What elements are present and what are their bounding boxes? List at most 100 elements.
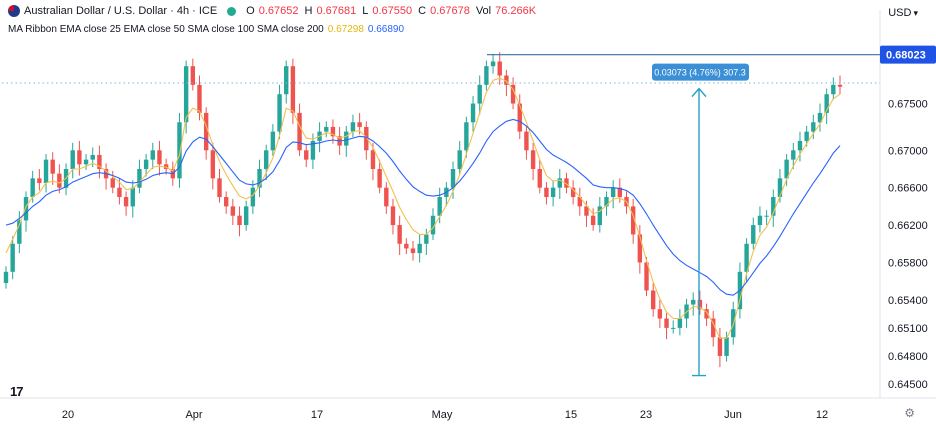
candle-body[interactable] (817, 112, 823, 123)
candle-body[interactable] (23, 197, 29, 221)
candle-body[interactable] (630, 206, 636, 235)
candle-body[interactable] (697, 299, 703, 310)
candle-body[interactable] (330, 126, 336, 137)
candle-body[interactable] (50, 159, 55, 174)
candle-body[interactable] (344, 131, 349, 146)
candle-body[interactable] (310, 140, 316, 160)
candle-body[interactable] (304, 150, 309, 160)
candle-body[interactable] (237, 215, 242, 226)
candle-body[interactable] (450, 168, 456, 188)
candle-body[interactable] (83, 159, 89, 165)
candle-body[interactable] (650, 290, 656, 310)
candle-body[interactable] (97, 154, 102, 169)
candle-body[interactable] (584, 206, 589, 216)
candle-body[interactable] (277, 94, 282, 132)
candle-body[interactable] (470, 103, 476, 123)
candle-body[interactable] (430, 215, 436, 235)
candle-body[interactable] (557, 178, 562, 188)
candle-body[interactable] (350, 122, 356, 132)
candle-body[interactable] (804, 131, 809, 141)
candle-body[interactable] (704, 309, 709, 319)
candle-body[interactable] (744, 243, 749, 272)
candle-body[interactable] (590, 215, 596, 226)
candle-body[interactable] (824, 94, 829, 113)
candle-body[interactable] (37, 178, 42, 184)
candle-body[interactable] (457, 150, 462, 169)
candle-body[interactable] (357, 122, 362, 127)
candle-body[interactable] (610, 187, 616, 198)
candle-body[interactable] (464, 122, 469, 151)
candle-body[interactable] (17, 220, 22, 244)
candle-body[interactable] (424, 234, 429, 244)
candle-body[interactable] (130, 187, 135, 207)
candle-body[interactable] (43, 159, 49, 184)
candle-body[interactable] (10, 243, 15, 272)
candle-body[interactable] (77, 150, 82, 165)
candle-body[interactable] (524, 131, 529, 151)
candle-body[interactable] (831, 84, 836, 95)
candle-body[interactable] (550, 187, 556, 198)
candle-body[interactable] (250, 187, 256, 207)
candle-body[interactable] (270, 131, 276, 151)
candle-body[interactable] (117, 187, 122, 198)
candle-body[interactable] (143, 159, 149, 169)
candle-body[interactable] (390, 206, 396, 226)
candle-body[interactable] (564, 178, 569, 188)
candle-body[interactable] (137, 168, 142, 188)
candle-body[interactable] (797, 140, 803, 151)
candle-body[interactable] (577, 197, 582, 207)
candle-body[interactable] (724, 337, 729, 356)
candle-body[interactable] (537, 168, 542, 188)
candle-body[interactable] (123, 197, 129, 207)
candle-body[interactable] (217, 178, 222, 198)
candle-body[interactable] (404, 243, 409, 249)
candle-body[interactable] (691, 299, 696, 305)
candle-body[interactable] (644, 262, 649, 291)
candle-body[interactable] (711, 318, 716, 338)
candle-body[interactable] (477, 84, 482, 104)
candle-body[interactable] (150, 150, 155, 160)
candle-body[interactable] (757, 215, 763, 226)
candle-body[interactable] (177, 122, 182, 179)
candle-body[interactable] (110, 178, 115, 188)
candle-body[interactable] (397, 225, 402, 244)
candle-body[interactable] (517, 103, 522, 132)
candle-body[interactable] (604, 197, 609, 207)
candle-body[interactable] (771, 197, 776, 216)
candle-body[interactable] (30, 178, 35, 198)
candle-body[interactable] (437, 197, 442, 216)
candle-body[interactable] (597, 206, 603, 226)
candle-body[interactable] (290, 66, 296, 113)
candle-body[interactable] (284, 66, 289, 95)
candle-body[interactable] (203, 112, 209, 151)
candle-body[interactable] (243, 206, 249, 226)
candle-body[interactable] (264, 150, 269, 169)
candle-body[interactable] (223, 197, 229, 207)
candle-body[interactable] (364, 126, 369, 151)
candle-body[interactable] (417, 243, 422, 254)
candle-body[interactable] (210, 150, 216, 179)
candle-body[interactable] (751, 225, 756, 244)
candle-body[interactable] (230, 206, 236, 216)
gear-icon[interactable]: ⚙ (904, 406, 915, 420)
candle-body[interactable] (257, 168, 262, 188)
currency-selector[interactable]: USD ▾ (888, 7, 918, 19)
candle-body[interactable] (90, 154, 95, 160)
candle-body[interactable] (510, 84, 516, 104)
candle-body[interactable] (637, 234, 643, 263)
candle-body[interactable] (657, 309, 663, 319)
candle-body[interactable] (384, 187, 389, 207)
candle-body[interactable] (3, 271, 9, 284)
candle-body[interactable] (764, 215, 769, 217)
candle-body[interactable] (530, 150, 536, 169)
candle-body[interactable] (57, 173, 62, 188)
candle-body[interactable] (190, 66, 196, 85)
candle-body[interactable] (784, 159, 789, 179)
candle-body[interactable] (324, 126, 329, 132)
candle-body[interactable] (183, 66, 189, 123)
candle-body[interactable] (671, 327, 676, 329)
candle-body[interactable] (377, 168, 382, 188)
candle-body[interactable] (677, 318, 683, 328)
